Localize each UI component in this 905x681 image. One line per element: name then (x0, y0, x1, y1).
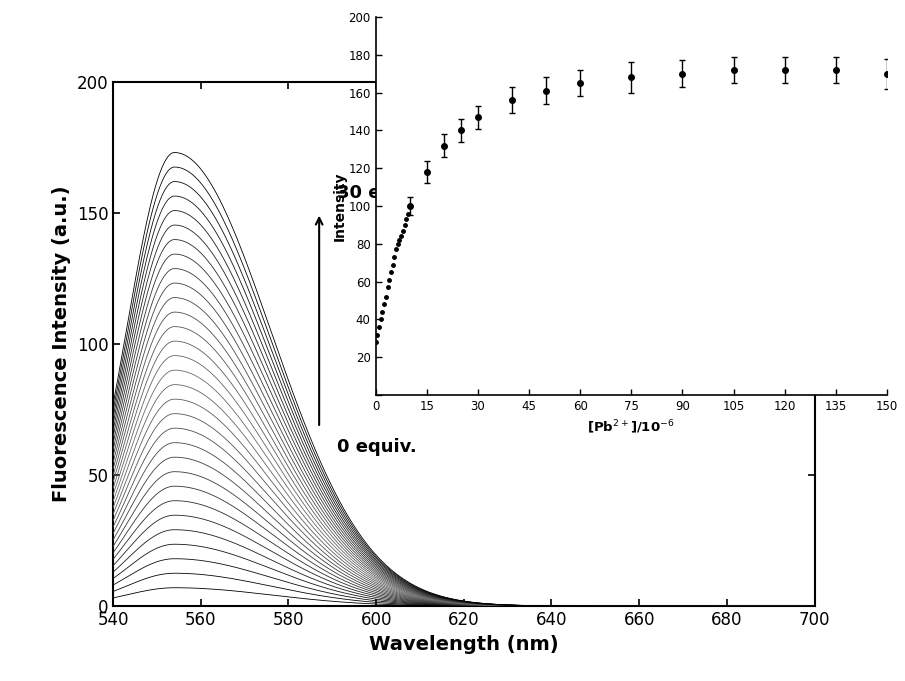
Y-axis label: Intensity: Intensity (333, 171, 347, 241)
Text: 30 equiv.: 30 equiv. (337, 185, 429, 202)
Y-axis label: Fluorescence Intensity (a.u.): Fluorescence Intensity (a.u.) (52, 186, 71, 502)
X-axis label: [Pb$^{2+}$]/10$^{-6}$: [Pb$^{2+}$]/10$^{-6}$ (587, 418, 675, 436)
Text: 0 equiv.: 0 equiv. (337, 439, 416, 456)
X-axis label: Wavelength (nm): Wavelength (nm) (369, 635, 558, 654)
